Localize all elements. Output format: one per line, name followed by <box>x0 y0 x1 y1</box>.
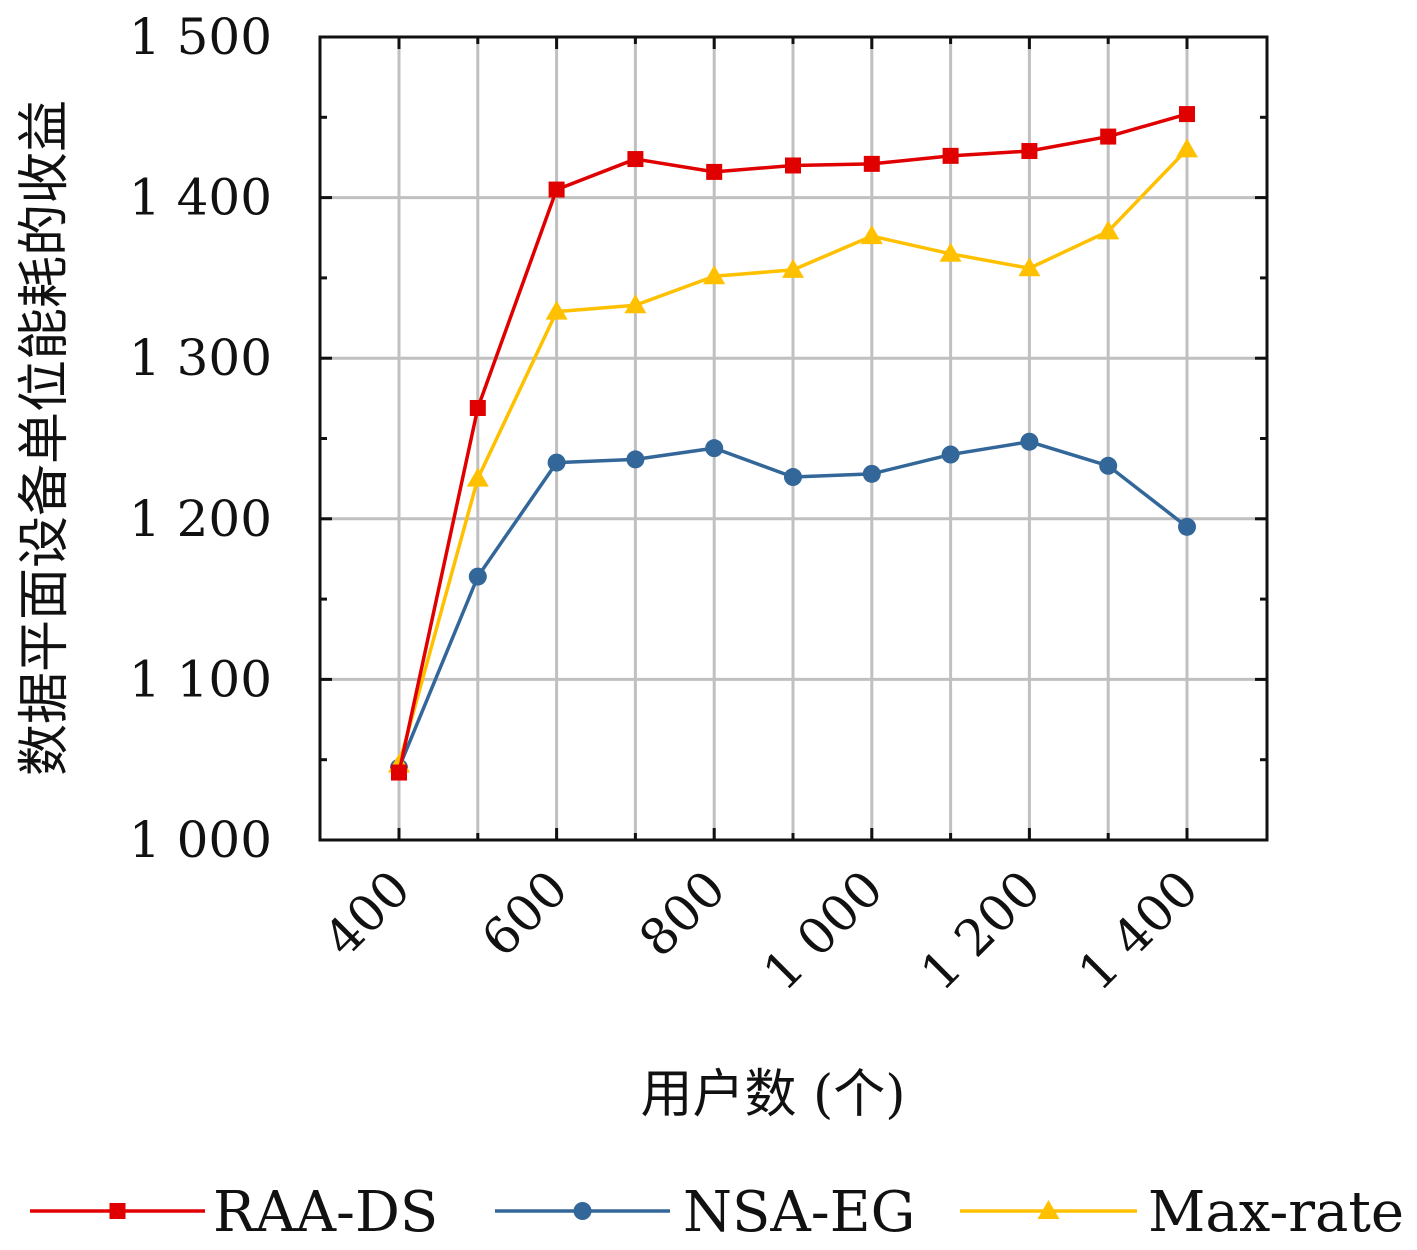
x-tick-label: 400 <box>313 859 421 967</box>
point-nsa-eg <box>626 450 645 469</box>
point-nsa-eg <box>547 453 566 472</box>
legend-item-max-rate: Max-rate <box>960 1180 1404 1245</box>
y-tick-label: 1 100 <box>129 650 272 708</box>
point-raa-ds <box>1021 143 1038 160</box>
point-raa-ds <box>1179 106 1195 123</box>
point-max-rate <box>1097 220 1120 240</box>
x-tick-label: 1 200 <box>910 859 1052 1001</box>
legend-item-raa-ds: RAA-DS <box>30 1180 438 1245</box>
legend-marker-max-rate <box>1037 1200 1060 1219</box>
legend-label-nsa-eg: NSA-EG <box>683 1180 915 1245</box>
y-tick-labels: 1 000 1 100 1 200 1 300 1 400 1 500 <box>129 8 272 869</box>
legend-marker-raa-ds <box>109 1203 126 1219</box>
x-axis-title: 用户数 (个) <box>640 1065 905 1125</box>
y-tick-label: 1 200 <box>129 490 272 548</box>
point-raa-ds <box>627 151 644 168</box>
legend-label-max-rate: Max-rate <box>1148 1180 1404 1245</box>
point-max-rate <box>466 467 489 487</box>
point-max-rate <box>782 258 804 278</box>
point-raa-ds <box>706 163 723 180</box>
point-raa-ds <box>863 155 880 172</box>
series-max-rate <box>388 138 1198 773</box>
point-max-rate <box>624 294 647 314</box>
point-raa-ds <box>1100 128 1117 145</box>
point-raa-ds <box>469 399 486 416</box>
point-max-rate <box>1018 257 1041 277</box>
point-raa-ds <box>785 157 801 174</box>
point-nsa-eg <box>1020 432 1039 451</box>
axis-ticks <box>320 35 1267 842</box>
point-max-rate <box>1176 138 1198 158</box>
point-nsa-eg <box>941 445 960 464</box>
point-nsa-eg <box>862 464 881 483</box>
series-layer <box>388 106 1198 781</box>
point-max-rate <box>860 225 883 245</box>
y-tick-label: 1 000 <box>129 811 272 869</box>
grid-lines <box>320 37 1267 840</box>
point-nsa-eg <box>1178 517 1196 536</box>
point-max-rate <box>545 300 568 320</box>
point-nsa-eg <box>1099 456 1118 475</box>
y-tick-label: 1 400 <box>129 169 272 227</box>
x-tick-label: 600 <box>471 859 579 967</box>
legend: RAA-DS NSA-EG Max-rate <box>30 1180 1404 1245</box>
point-nsa-eg <box>784 468 802 487</box>
x-tick-labels: 400 600 800 1 000 1 200 1 400 <box>313 859 1209 1001</box>
y-axis-title: 数据平面设备单位能耗的收益 <box>15 100 75 776</box>
x-tick-label: 1 000 <box>752 859 894 1001</box>
legend-marker-nsa-eg <box>573 1202 592 1220</box>
y-tick-label: 1 500 <box>129 8 272 66</box>
point-max-rate <box>939 242 962 262</box>
x-tick-label: 800 <box>628 859 736 967</box>
point-max-rate <box>703 265 726 285</box>
series-raa-ds <box>391 106 1195 781</box>
legend-item-nsa-eg: NSA-EG <box>495 1180 915 1245</box>
point-raa-ds <box>391 764 407 781</box>
point-nsa-eg <box>705 439 724 458</box>
point-raa-ds <box>942 147 959 164</box>
y-tick-label: 1 300 <box>129 329 272 387</box>
point-raa-ds <box>548 181 565 198</box>
point-nsa-eg <box>468 567 487 586</box>
legend-label-raa-ds: RAA-DS <box>213 1180 438 1245</box>
x-tick-label: 1 400 <box>1067 859 1209 1001</box>
